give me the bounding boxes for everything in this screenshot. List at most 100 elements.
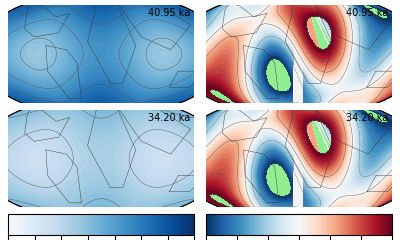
Point xyxy=(296,156,302,160)
Point xyxy=(98,52,104,56)
Point xyxy=(296,156,302,160)
Point xyxy=(98,52,104,56)
Point xyxy=(296,156,302,160)
Point xyxy=(296,156,302,160)
Point xyxy=(296,52,302,56)
Point xyxy=(296,156,302,160)
Point xyxy=(296,156,302,160)
Point xyxy=(98,52,104,56)
Point xyxy=(296,52,302,56)
Point xyxy=(98,52,104,56)
Point xyxy=(98,156,104,160)
Point xyxy=(296,52,302,56)
Point xyxy=(296,52,302,56)
Point xyxy=(98,52,104,56)
Point xyxy=(296,52,302,56)
Point xyxy=(98,156,104,160)
Point xyxy=(98,52,104,56)
Point xyxy=(98,156,104,160)
Point xyxy=(98,156,104,160)
Point xyxy=(98,156,104,160)
Point xyxy=(98,156,104,160)
Point xyxy=(296,52,302,56)
Point xyxy=(98,52,104,56)
Point xyxy=(296,156,302,160)
Point xyxy=(98,52,104,56)
Point xyxy=(98,156,104,160)
Point xyxy=(296,52,302,56)
Point xyxy=(98,156,104,160)
Point xyxy=(296,52,302,56)
Point xyxy=(98,156,104,160)
Point xyxy=(296,52,302,56)
Point xyxy=(296,156,302,160)
Point xyxy=(296,52,302,56)
Point xyxy=(296,156,302,160)
Point xyxy=(296,156,302,160)
Point xyxy=(98,52,104,56)
Point xyxy=(296,52,302,56)
Text: 34.20 ka: 34.20 ka xyxy=(148,113,191,123)
Point xyxy=(296,52,302,56)
Point xyxy=(98,156,104,160)
Point xyxy=(98,52,104,56)
Point xyxy=(98,156,104,160)
Point xyxy=(296,52,302,56)
Point xyxy=(98,52,104,56)
Point xyxy=(296,156,302,160)
Point xyxy=(296,52,302,56)
Point xyxy=(98,156,104,160)
Point xyxy=(98,52,104,56)
Point xyxy=(98,52,104,56)
Point xyxy=(296,156,302,160)
Point xyxy=(296,52,302,56)
Point xyxy=(296,52,302,56)
Ellipse shape xyxy=(0,0,227,117)
Point xyxy=(296,156,302,160)
Point xyxy=(98,52,104,56)
Point xyxy=(98,156,104,160)
Text: 40.95 ka: 40.95 ka xyxy=(346,8,388,18)
Point xyxy=(98,52,104,56)
Point xyxy=(296,52,302,56)
Point xyxy=(98,156,104,160)
Point xyxy=(98,52,104,56)
Point xyxy=(296,156,302,160)
Point xyxy=(98,52,104,56)
Point xyxy=(296,156,302,160)
Point xyxy=(296,52,302,56)
Point xyxy=(98,52,104,56)
Point xyxy=(98,156,104,160)
Point xyxy=(98,156,104,160)
Point xyxy=(98,52,104,56)
Point xyxy=(98,156,104,160)
Text: 34.20 ka: 34.20 ka xyxy=(346,113,388,123)
Point xyxy=(296,52,302,56)
Point xyxy=(98,52,104,56)
Point xyxy=(296,156,302,160)
Point xyxy=(296,52,302,56)
Point xyxy=(296,156,302,160)
Point xyxy=(296,156,302,160)
Point xyxy=(98,52,104,56)
Point xyxy=(296,52,302,56)
Point xyxy=(296,156,302,160)
Point xyxy=(98,52,104,56)
Point xyxy=(98,156,104,160)
Point xyxy=(296,156,302,160)
Point xyxy=(296,156,302,160)
Point xyxy=(296,52,302,56)
Point xyxy=(98,156,104,160)
Point xyxy=(98,156,104,160)
Point xyxy=(98,52,104,56)
Point xyxy=(98,156,104,160)
Point xyxy=(98,52,104,56)
Point xyxy=(296,52,302,56)
Point xyxy=(296,156,302,160)
Point xyxy=(296,52,302,56)
Point xyxy=(98,52,104,56)
Point xyxy=(296,156,302,160)
Point xyxy=(296,52,302,56)
Point xyxy=(98,156,104,160)
Point xyxy=(98,52,104,56)
